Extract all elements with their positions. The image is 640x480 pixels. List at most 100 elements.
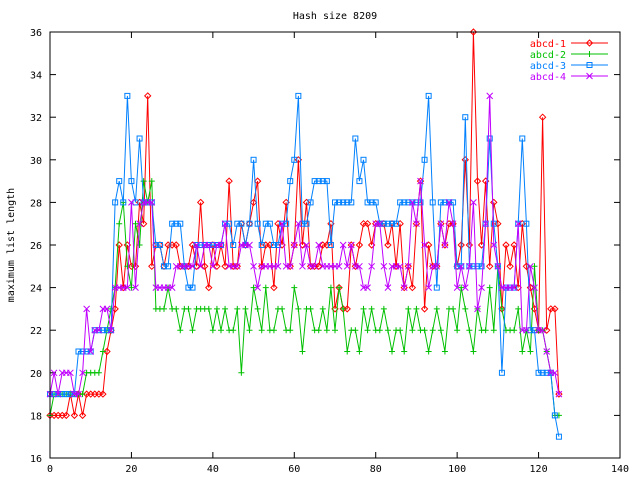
- data-point-abcd-4: [404, 262, 412, 270]
- data-point-abcd-1: [139, 219, 148, 228]
- data-point-abcd-2: [323, 327, 330, 334]
- y-tick-label: 34: [30, 71, 42, 82]
- data-point-abcd-3: [368, 199, 375, 206]
- data-point-abcd-4: [128, 199, 135, 206]
- data-point-abcd-2: [364, 327, 371, 334]
- legend-marker-abcd-1: [585, 39, 594, 47]
- data-point-abcd-3: [531, 327, 538, 334]
- data-point-abcd-2: [470, 348, 477, 355]
- data-point-abcd-1: [551, 305, 559, 313]
- data-point-abcd-2: [531, 263, 538, 270]
- data-point-abcd-3: [356, 178, 363, 185]
- data-point-abcd-2: [230, 327, 237, 334]
- data-point-abcd-2: [511, 327, 518, 334]
- data-point-abcd-1: [253, 177, 262, 185]
- data-point-abcd-3: [527, 327, 534, 334]
- data-point-abcd-4: [380, 262, 388, 270]
- data-point-abcd-4: [409, 199, 416, 206]
- data-point-abcd-3: [128, 178, 135, 185]
- data-point-abcd-3: [486, 135, 493, 142]
- data-point-abcd-2: [384, 327, 391, 334]
- data-point-abcd-3: [266, 220, 273, 227]
- data-point-abcd-4: [168, 284, 176, 291]
- data-point-abcd-3: [454, 263, 461, 270]
- data-point-abcd-2: [95, 369, 102, 376]
- data-point-abcd-3: [523, 220, 530, 227]
- data-point-abcd-4: [286, 262, 294, 270]
- y-tick-label: 20: [30, 369, 42, 380]
- data-point-abcd-4: [311, 262, 318, 270]
- data-point-abcd-3: [433, 284, 440, 291]
- data-point-abcd-3: [441, 199, 448, 206]
- plot-frame: [49, 31, 621, 459]
- data-point-abcd-3: [112, 199, 119, 206]
- data-point-abcd-4: [555, 390, 563, 398]
- data-point-abcd-2: [527, 348, 534, 355]
- y-tick-label: 28: [30, 198, 42, 209]
- data-point-abcd-3: [132, 199, 139, 206]
- data-point-abcd-2: [79, 391, 86, 398]
- data-point-abcd-2: [450, 305, 457, 312]
- data-point-abcd-2: [421, 327, 428, 334]
- data-point-abcd-1: [258, 262, 266, 271]
- data-point-abcd-4: [67, 369, 74, 377]
- data-point-abcd-3: [173, 220, 180, 227]
- data-point-abcd-2: [405, 305, 412, 312]
- data-point-abcd-2: [319, 305, 326, 312]
- data-point-abcd-1: [290, 241, 298, 249]
- data-point-abcd-3: [169, 220, 176, 227]
- data-point-abcd-4: [470, 199, 477, 206]
- data-point-abcd-3: [120, 199, 127, 206]
- x-tick-label: 140: [611, 464, 629, 475]
- data-point-abcd-2: [238, 369, 245, 376]
- data-point-abcd-4: [75, 390, 82, 398]
- legend-marker-abcd-4: [586, 72, 593, 80]
- data-point-abcd-3: [291, 156, 298, 163]
- data-point-abcd-1: [363, 219, 372, 228]
- data-point-abcd-4: [246, 241, 253, 249]
- data-point-abcd-3: [397, 199, 404, 206]
- data-point-abcd-3: [79, 348, 86, 355]
- data-point-abcd-2: [466, 327, 473, 334]
- data-point-abcd-1: [384, 241, 392, 249]
- data-point-abcd-3: [401, 199, 408, 206]
- data-point-abcd-4: [274, 262, 282, 270]
- data-point-abcd-4: [523, 326, 530, 334]
- data-point-abcd-2: [425, 348, 432, 355]
- data-point-abcd-4: [87, 348, 95, 355]
- legend-marker-abcd-2: [586, 51, 593, 57]
- data-point-abcd-1: [412, 219, 421, 228]
- data-point-abcd-1: [196, 198, 205, 207]
- data-point-abcd-4: [107, 326, 115, 334]
- data-point-abcd-3: [535, 369, 542, 376]
- data-point-abcd-1: [347, 241, 355, 249]
- data-point-abcd-2: [401, 348, 408, 355]
- data-point-abcd-3: [462, 114, 469, 121]
- data-point-abcd-3: [307, 199, 314, 206]
- data-point-abcd-1: [131, 262, 140, 271]
- data-point-abcd-3: [258, 242, 265, 248]
- data-point-abcd-2: [437, 327, 444, 334]
- data-point-abcd-1: [119, 283, 127, 292]
- data-point-abcd-3: [197, 242, 204, 248]
- data-point-abcd-3: [555, 433, 562, 440]
- data-point-abcd-3: [209, 242, 216, 248]
- data-point-abcd-3: [99, 327, 106, 334]
- data-point-abcd-1: [473, 177, 482, 185]
- data-point-abcd-4: [514, 220, 522, 228]
- data-point-abcd-4: [209, 262, 217, 270]
- data-point-abcd-3: [372, 199, 379, 206]
- data-point-abcd-3: [165, 263, 172, 270]
- data-point-abcd-4: [400, 284, 408, 291]
- data-point-abcd-3: [246, 220, 253, 227]
- data-point-abcd-4: [364, 284, 371, 291]
- data-point-abcd-2: [380, 305, 387, 312]
- data-point-abcd-2: [291, 284, 298, 291]
- data-point-abcd-4: [278, 220, 286, 228]
- data-point-abcd-4: [124, 284, 131, 291]
- data-point-abcd-3: [303, 220, 310, 227]
- data-point-abcd-4: [437, 220, 445, 228]
- data-point-abcd-2: [295, 305, 302, 312]
- data-point-abcd-3: [238, 220, 245, 227]
- data-point-abcd-3: [59, 391, 66, 398]
